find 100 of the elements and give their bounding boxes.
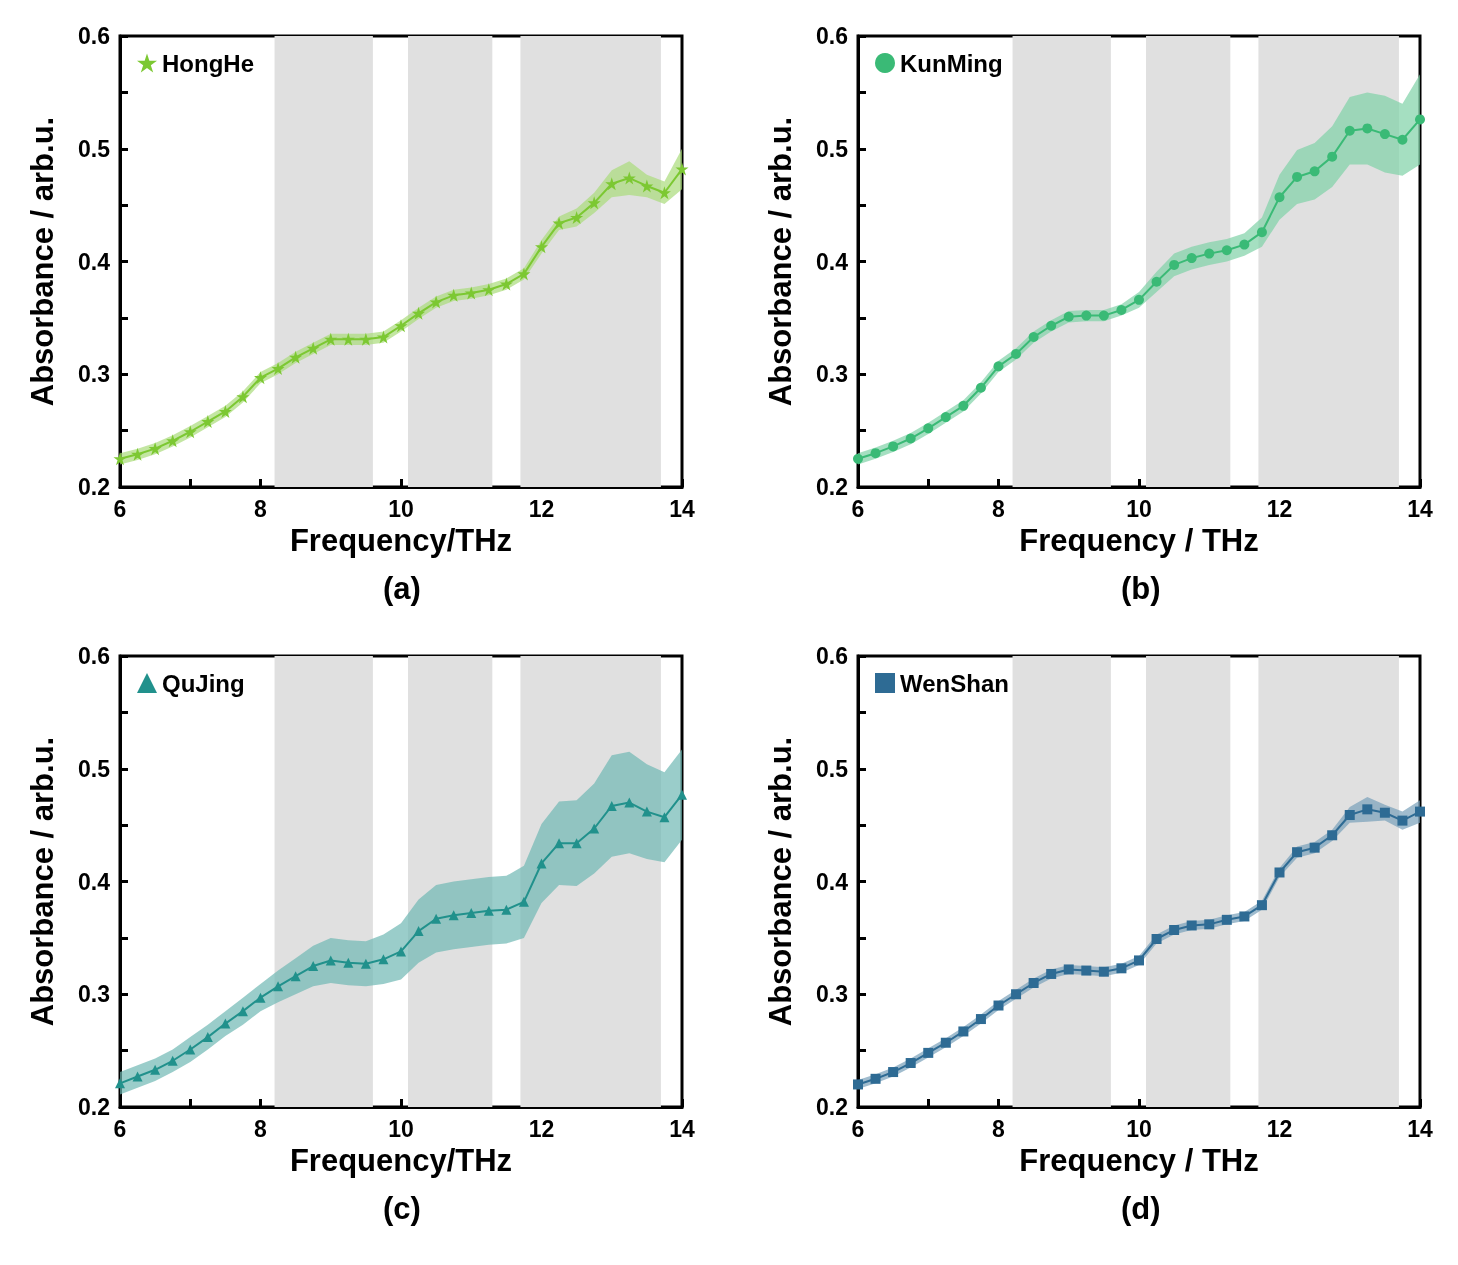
x-tick-label: 8: [992, 495, 1006, 522]
x-tick-label: 8: [254, 1115, 268, 1142]
point: [1309, 842, 1320, 853]
point: [148, 442, 162, 456]
x-tick-label: 8: [992, 1115, 1006, 1142]
x-tick-label: 14: [669, 1115, 695, 1142]
y-tick-label: 0.2: [78, 474, 110, 500]
point: [1221, 914, 1232, 925]
point: [888, 1067, 899, 1078]
point: [554, 838, 565, 849]
point: [993, 361, 1004, 372]
point: [218, 404, 232, 418]
x-axis-title: Frequency/THz: [289, 1143, 513, 1178]
point: [587, 196, 601, 210]
point: [640, 179, 654, 193]
point: [1379, 807, 1390, 818]
point: [431, 913, 442, 924]
point: [166, 434, 180, 448]
point: [360, 958, 371, 969]
point: [1397, 134, 1408, 145]
point: [501, 904, 512, 915]
point: [905, 433, 916, 444]
point: [343, 957, 354, 968]
point: [518, 896, 529, 907]
point: [273, 981, 284, 992]
point: [1362, 804, 1373, 815]
legend-label: QuJing: [162, 669, 245, 697]
point: [220, 1018, 231, 1029]
point: [589, 823, 600, 834]
point: [536, 858, 547, 869]
point: [113, 452, 127, 466]
point: [237, 1006, 248, 1017]
y-tick-label: 0.3: [78, 981, 110, 1008]
y-tick-label: 0.4: [816, 868, 849, 895]
point: [1239, 911, 1250, 922]
point: [1028, 977, 1039, 988]
point: [905, 1058, 916, 1069]
point: [1116, 304, 1127, 315]
point: [150, 1064, 161, 1075]
point: [657, 186, 671, 200]
point: [677, 789, 687, 800]
point: [641, 806, 652, 817]
point: [1098, 966, 1109, 977]
y-axis-title: Absorbance / arb.u.: [25, 736, 60, 1027]
point: [183, 425, 197, 439]
y-tick-label: 0.5: [816, 755, 849, 782]
point: [1081, 965, 1092, 976]
x-tick-label: 14: [669, 495, 695, 522]
point: [659, 812, 670, 823]
point: [1063, 964, 1074, 975]
y-axis-title: Absorbance / arb.u.: [763, 736, 798, 1027]
y-tick-label: 0.5: [78, 755, 111, 782]
y-tick-label: 0.4: [78, 868, 111, 895]
point: [132, 1071, 143, 1082]
point: [1397, 815, 1408, 826]
legend-label: WenShan: [900, 669, 1009, 697]
point: [308, 961, 319, 972]
text: (d): [1121, 1191, 1161, 1226]
point: [958, 1026, 969, 1037]
point: [447, 288, 461, 302]
point: [1221, 245, 1232, 256]
point: [940, 1037, 951, 1048]
y-tick-label: 0.3: [78, 361, 110, 388]
x-tick-label: 12: [528, 495, 555, 522]
point: [1362, 123, 1373, 134]
point: [236, 390, 250, 404]
point: [570, 211, 584, 225]
x-tick-label: 12: [528, 1115, 555, 1142]
text: (b): [1121, 571, 1161, 606]
point: [1256, 900, 1267, 911]
point: [1274, 867, 1285, 878]
point: [254, 371, 267, 385]
point: [1415, 806, 1425, 817]
point: [1186, 253, 1197, 264]
point: [1151, 276, 1162, 287]
point: [675, 162, 689, 176]
y-axis-title: Absorbance / arb.u.: [25, 116, 60, 407]
point: [394, 319, 408, 333]
point: [1134, 955, 1144, 966]
point: [202, 1032, 213, 1043]
legend-label: HongHe: [162, 49, 254, 77]
point: [1011, 348, 1022, 359]
x-axis-title: Frequency/THz: [289, 523, 513, 558]
point: [888, 441, 899, 452]
y-tick-label: 0.4: [816, 248, 849, 275]
point: [378, 954, 389, 965]
x-tick-label: 10: [388, 495, 414, 522]
point: [853, 453, 863, 464]
point: [1028, 332, 1039, 343]
point: [1204, 248, 1215, 259]
point: [975, 382, 986, 393]
point: [1046, 968, 1057, 979]
x-tick-label: 6: [851, 495, 865, 522]
text: (a): [383, 571, 421, 606]
point: [1169, 259, 1180, 270]
point: [271, 362, 285, 376]
point: [853, 1079, 863, 1090]
point: [499, 277, 513, 291]
x-axis-title: Frequency / THz: [1019, 1143, 1259, 1178]
x-tick-label: 6: [851, 1115, 865, 1142]
